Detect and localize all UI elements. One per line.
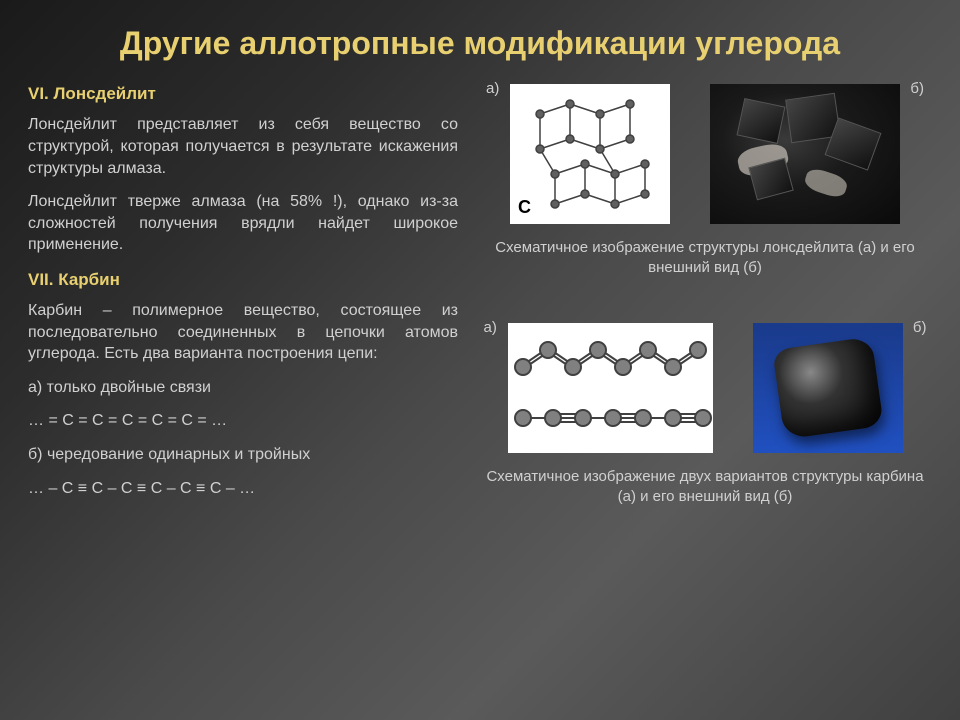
fig2-label-b: б): [913, 319, 927, 336]
section7-p5: … – С ≡ С – С ≡ С – С ≡ С – …: [28, 478, 458, 500]
carbyne-photo: [753, 323, 903, 453]
fig2-label-a: а): [484, 319, 497, 336]
fig1-caption: Схематичное изображение структуры лонсде…: [478, 238, 932, 277]
section7-p4: б) чередование одинарных и тройных: [28, 444, 458, 466]
fig1-label-b: б): [910, 80, 924, 97]
fig2-a: а): [508, 323, 713, 453]
slide-title: Другие аллотропные модификации углерода: [28, 24, 932, 62]
fig1-label-a: а): [486, 80, 499, 97]
content-columns: VI. Лонсдейлит Лонсдейлит представляет и…: [28, 84, 932, 534]
fig2-caption: Схематичное изображение двух вариантов с…: [478, 467, 932, 506]
carbon-symbol: C: [518, 197, 531, 218]
right-column: а): [478, 84, 932, 534]
section7-p1: Карбин – полимерное вещество, состоящее …: [28, 300, 458, 365]
lonsdaleite-lattice-diagram: C: [510, 84, 670, 224]
fig2-b: б): [753, 323, 903, 453]
lonsdaleite-photo: [710, 84, 900, 224]
carbyne-chain-diagram: [508, 323, 713, 453]
section6-p1: Лонсдейлит представляет из себя вещество…: [28, 114, 458, 179]
fig1-b: б): [710, 84, 900, 224]
section7-heading: VII. Карбин: [28, 270, 458, 290]
figure2: а): [478, 323, 932, 506]
section7-p2: а) только двойные связи: [28, 377, 458, 399]
slide: Другие аллотропные модификации углерода …: [0, 0, 960, 554]
section6-heading: VI. Лонсдейлит: [28, 84, 458, 104]
section6-p2: Лонсдейлит тверже алмаза (на 58% !), одн…: [28, 191, 458, 256]
left-column: VI. Лонсдейлит Лонсдейлит представляет и…: [28, 84, 458, 534]
figure1: а): [478, 84, 932, 277]
fig1-a: а): [510, 84, 670, 224]
section7-p3: … = С = С = С = С = С = …: [28, 410, 458, 432]
